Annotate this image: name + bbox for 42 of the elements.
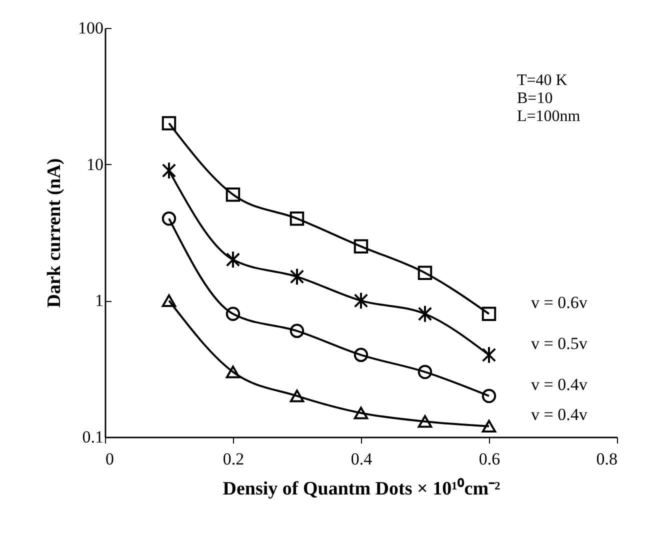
- point: [290, 211, 304, 226]
- point: [290, 324, 304, 338]
- annotation: T=40 K: [517, 72, 568, 89]
- annotation: B=10: [517, 90, 553, 107]
- annotation: L=100nm: [517, 108, 581, 125]
- point: [226, 306, 240, 321]
- point: [162, 211, 176, 226]
- x-tick-label: 0.4: [350, 450, 373, 468]
- point: [162, 116, 176, 130]
- point: [482, 420, 496, 433]
- y-axis-title: Dark current (nA): [44, 158, 65, 308]
- point: [162, 162, 176, 180]
- x-tick-label: 0.6: [478, 450, 500, 468]
- y-tick-label: 10: [86, 154, 104, 174]
- point: [226, 366, 240, 378]
- x-tick-label: 0.2: [222, 450, 244, 468]
- point: [482, 346, 496, 364]
- point: [354, 239, 368, 254]
- text: v = 0.5v: [531, 334, 588, 353]
- point: [418, 266, 432, 280]
- point: [290, 390, 304, 402]
- point: [418, 415, 432, 428]
- point: [226, 187, 240, 202]
- point: [418, 304, 432, 323]
- point: [482, 388, 496, 404]
- point: [354, 348, 368, 362]
- x-axis-title: Densiy of Quantm Dots × 10¹⁰cm⁻²: [222, 478, 501, 500]
- point: [290, 268, 304, 286]
- x-tick-label: 0: [106, 450, 114, 468]
- y-tick-label: 100: [78, 18, 104, 38]
- text: v = 0.4v: [531, 374, 588, 394]
- y-tick-label: 1: [95, 291, 104, 310]
- text: v = 0.6v: [531, 292, 588, 312]
- point: [354, 406, 368, 420]
- text: v = 0.4v: [531, 405, 588, 424]
- x-tick-label: 0.8: [596, 450, 618, 468]
- point: [354, 292, 368, 310]
- y-tick-label: 0.1: [82, 428, 104, 446]
- point: [226, 250, 240, 269]
- point: [418, 364, 432, 380]
- point: [162, 294, 176, 307]
- point: [482, 306, 496, 321]
